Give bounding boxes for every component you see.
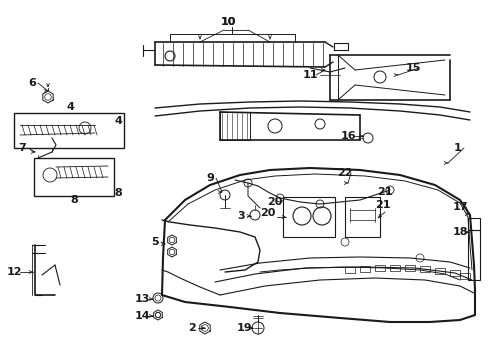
Text: 7: 7 <box>18 143 26 153</box>
Bar <box>467 218 479 230</box>
Text: 6: 6 <box>28 78 36 88</box>
Text: 10: 10 <box>220 17 235 27</box>
Text: 14: 14 <box>134 311 149 321</box>
Bar <box>434 268 444 274</box>
Text: 2: 2 <box>188 323 196 333</box>
Text: 5: 5 <box>151 237 159 247</box>
Text: 9: 9 <box>205 173 214 183</box>
Bar <box>467 230 479 280</box>
Text: 21: 21 <box>374 200 390 210</box>
Bar <box>459 273 469 279</box>
Text: 8: 8 <box>114 188 122 198</box>
Bar <box>283 197 334 237</box>
Text: 4: 4 <box>66 102 74 112</box>
Text: 8: 8 <box>70 195 78 205</box>
Text: 20: 20 <box>260 208 275 218</box>
Text: 4: 4 <box>114 116 122 126</box>
Bar <box>345 267 354 273</box>
Text: 21: 21 <box>376 187 392 197</box>
Bar <box>374 265 384 271</box>
Text: 19: 19 <box>236 323 251 333</box>
Bar <box>359 266 369 272</box>
Bar <box>14 113 124 148</box>
Text: 22: 22 <box>337 168 352 178</box>
Text: 20: 20 <box>267 197 282 207</box>
Bar <box>345 197 379 237</box>
Text: 12: 12 <box>6 267 21 277</box>
Bar <box>34 158 114 196</box>
Text: 1: 1 <box>453 143 461 153</box>
Text: 17: 17 <box>451 202 467 212</box>
Bar <box>389 265 399 271</box>
Bar <box>404 265 414 271</box>
Bar <box>449 270 459 276</box>
Text: 11: 11 <box>302 70 317 80</box>
Bar <box>419 266 429 272</box>
Text: 16: 16 <box>341 131 356 141</box>
Text: 15: 15 <box>405 63 420 73</box>
Text: 3: 3 <box>237 211 244 221</box>
Text: 13: 13 <box>134 294 149 304</box>
Text: 10: 10 <box>220 17 235 27</box>
Text: 18: 18 <box>451 227 467 237</box>
